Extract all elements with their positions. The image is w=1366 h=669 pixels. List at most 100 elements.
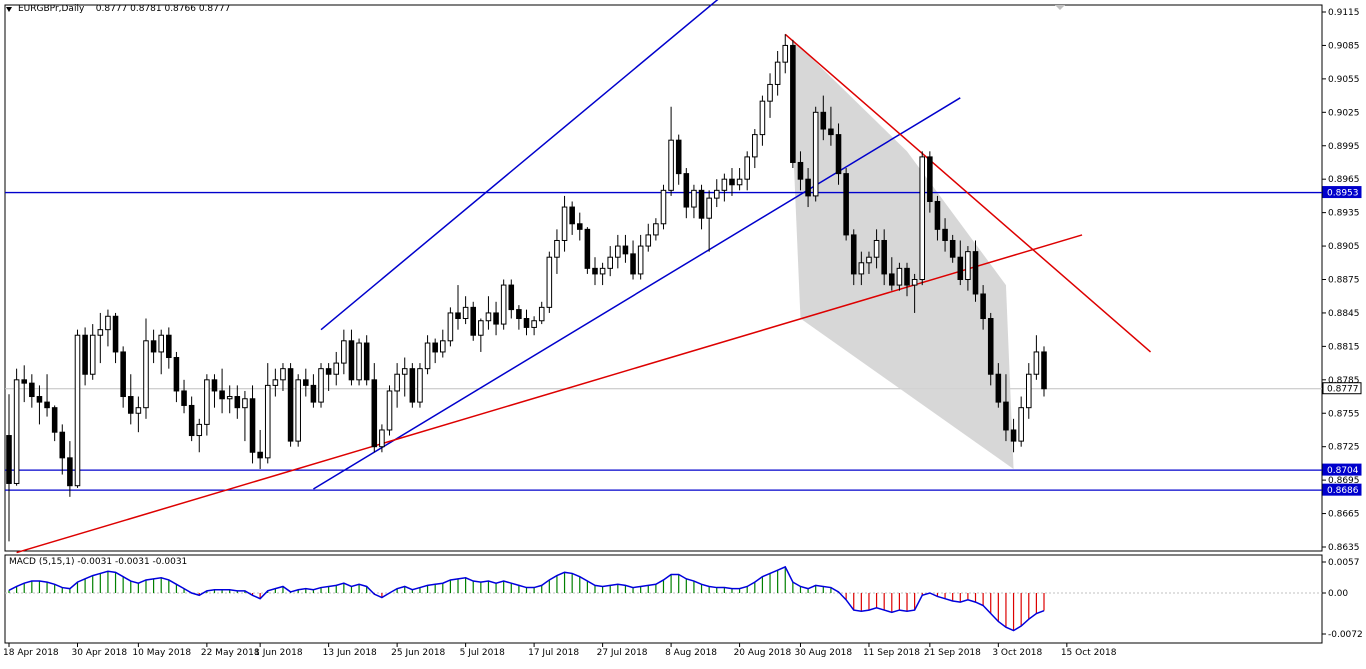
macd-tick-label: 0.0057 [1328, 558, 1360, 568]
date-tick-label: 27 Jul 2018 [597, 648, 648, 658]
channel-shading [792, 39, 1014, 469]
macd-title: MACD (5,15,1) -0.0031 -0.0031 -0.0031 [9, 557, 188, 567]
bull-candle [158, 334, 164, 353]
price-tick-label: 0.8635 [1328, 543, 1360, 553]
bear-candle [181, 390, 187, 406]
bull-candle [447, 312, 454, 342]
date-tick-label: 20 Aug 2018 [734, 648, 792, 658]
bear-candle [470, 306, 477, 336]
price-tick-label: 0.9085 [1328, 41, 1360, 51]
bull-candle [89, 334, 96, 375]
bear-candle [219, 390, 225, 400]
bear-candle [980, 293, 986, 320]
price-tick-label: 0.8785 [1328, 376, 1360, 386]
date-tick-label: 30 Aug 2018 [794, 648, 852, 658]
bull-candle [500, 284, 507, 325]
price-tick-label: 0.8755 [1328, 409, 1360, 419]
bear-candle [683, 173, 690, 208]
bull-candle [394, 373, 400, 392]
bear-candle [805, 178, 811, 197]
bull-candle [1025, 373, 1032, 409]
date-tick-label: 21 Sep 2018 [924, 648, 981, 658]
bull-candle [873, 239, 880, 258]
bull-candle [264, 384, 271, 459]
bull-candle [1033, 351, 1040, 375]
bull-candle [812, 111, 819, 197]
bull-candle [242, 398, 248, 409]
bear-candle [904, 267, 910, 286]
bull-candle [706, 197, 712, 219]
ohlc-values: 0.8777 0.8781 0.8766 0.8777 [95, 4, 231, 14]
bull-candle [896, 267, 903, 286]
bear-candle [934, 200, 941, 230]
chart-menu-icon[interactable] [6, 7, 12, 12]
symbol-timeframe: EURGBPr,Daily [18, 4, 85, 14]
bear-candle [67, 457, 73, 487]
level-label-current: 0.8777 [1327, 385, 1359, 395]
bear-candle [6, 435, 12, 484]
bull-candle [736, 178, 743, 186]
bear-candle [523, 318, 530, 328]
bull-candle [333, 362, 340, 375]
bull-candle [401, 368, 408, 375]
bear-candle [972, 251, 979, 295]
price-tick-label: 0.8905 [1328, 242, 1360, 252]
bull-candle [744, 156, 750, 180]
bear-candle [927, 156, 933, 202]
red-support-trendline [16, 234, 1083, 554]
bear-candle [516, 309, 522, 320]
price-tick-label: 0.9055 [1328, 75, 1360, 85]
bear-candle [850, 234, 857, 275]
bear-candle [127, 396, 134, 414]
macd-tick-label: 0.00 [1328, 589, 1348, 599]
bear-candle [363, 342, 370, 381]
bear-candle [622, 245, 629, 255]
bear-candle [325, 368, 332, 375]
bear-candle [455, 312, 461, 320]
bull-candle [919, 156, 926, 280]
date-tick-label: 5 Jul 2018 [460, 648, 505, 658]
bear-candle [36, 396, 43, 403]
bull-candle [105, 315, 111, 331]
bear-candle [310, 384, 317, 403]
bear-candle [173, 357, 180, 392]
bull-candle [782, 44, 789, 63]
bear-candle [44, 401, 50, 409]
price-tick-label: 0.8845 [1328, 309, 1360, 319]
macd-tick-label: -0.0072 [1328, 630, 1363, 640]
price-tick-label: 0.8965 [1328, 175, 1360, 185]
price-tick-label: 0.8935 [1328, 209, 1360, 219]
price-tick-label: 0.8815 [1328, 342, 1360, 352]
bull-candle [478, 320, 484, 336]
bear-candle [249, 398, 256, 453]
date-tick-label: 25 Jun 2018 [391, 648, 445, 658]
bull-candle [599, 267, 606, 275]
bull-candle [280, 368, 286, 381]
bear-candle [881, 239, 887, 275]
bull-candle [538, 306, 545, 322]
bull-candle [691, 189, 697, 208]
bull-candle [767, 83, 773, 102]
bull-candle [607, 256, 613, 269]
bull-candle [546, 256, 553, 308]
price-tick-label: 0.8725 [1328, 443, 1360, 453]
level-label-box-support_1 [1322, 463, 1362, 476]
bear-candle [348, 340, 355, 381]
date-tick-label: 11 Sep 2018 [863, 648, 920, 658]
macd-signal-line [8, 565, 1045, 632]
bull-candle [295, 379, 301, 442]
bull-candle [379, 429, 385, 448]
bear-candle [569, 206, 575, 225]
price-tick-label: 0.9115 [1328, 8, 1360, 18]
bear-candle [234, 396, 241, 409]
price-tick-label: 0.8665 [1328, 510, 1360, 520]
price-tick-label: 0.8695 [1328, 476, 1360, 486]
level-label-box-resistance [1322, 186, 1362, 199]
bull-candle [196, 423, 203, 437]
bull-candle [424, 342, 431, 370]
bear-candle [59, 431, 66, 459]
bear-candle [942, 228, 948, 241]
level-label-box-current [1322, 382, 1362, 395]
